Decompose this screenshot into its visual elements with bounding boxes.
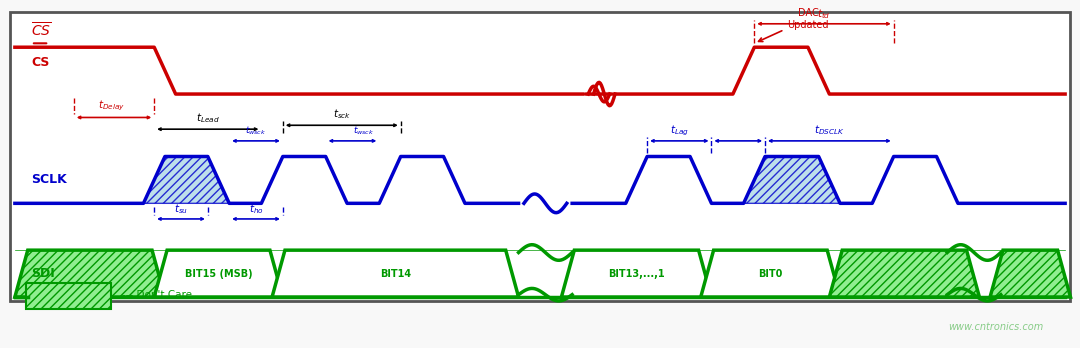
Text: BIT0: BIT0 xyxy=(758,269,783,279)
Text: $t_{wsck}$: $t_{wsck}$ xyxy=(245,125,267,137)
Polygon shape xyxy=(990,250,1070,297)
Polygon shape xyxy=(701,250,840,297)
Polygon shape xyxy=(26,283,111,309)
Polygon shape xyxy=(744,157,840,203)
Text: BIT14: BIT14 xyxy=(380,269,410,279)
Polygon shape xyxy=(562,250,712,297)
Polygon shape xyxy=(829,250,980,297)
Text: $t_{Lag}$: $t_{Lag}$ xyxy=(670,124,689,138)
Polygon shape xyxy=(154,250,283,297)
Text: DAC
Updated: DAC Updated xyxy=(758,8,828,41)
Text: SDI: SDI xyxy=(31,267,55,280)
Text: CS: CS xyxy=(31,56,50,69)
Polygon shape xyxy=(144,157,229,203)
Text: $t_{DSCLK}$: $t_{DSCLK}$ xyxy=(814,123,845,137)
Polygon shape xyxy=(272,250,518,297)
Text: $t_{Lead}$: $t_{Lead}$ xyxy=(195,111,219,125)
Text: $t_{td}$: $t_{td}$ xyxy=(818,8,831,21)
Text: BIT13,...,1: BIT13,...,1 xyxy=(608,269,665,279)
Text: SCLK: SCLK xyxy=(31,173,67,187)
FancyBboxPatch shape xyxy=(10,12,1070,301)
Text: www.cntronics.com: www.cntronics.com xyxy=(948,322,1043,332)
Text: BIT15 (MSB): BIT15 (MSB) xyxy=(185,269,253,279)
Text: $t_{su}$: $t_{su}$ xyxy=(174,202,188,216)
Text: $t_{sck}$: $t_{sck}$ xyxy=(333,108,351,121)
Text: $\overline{CS}$: $\overline{CS}$ xyxy=(31,21,52,39)
Text: $t_{Delay}$: $t_{Delay}$ xyxy=(98,98,125,113)
Polygon shape xyxy=(15,250,165,297)
Text: $t_{wsck}$: $t_{wsck}$ xyxy=(352,125,374,137)
Text: --- Don't Care: --- Don't Care xyxy=(122,291,192,300)
Text: $t_{ho}$: $t_{ho}$ xyxy=(248,202,264,216)
